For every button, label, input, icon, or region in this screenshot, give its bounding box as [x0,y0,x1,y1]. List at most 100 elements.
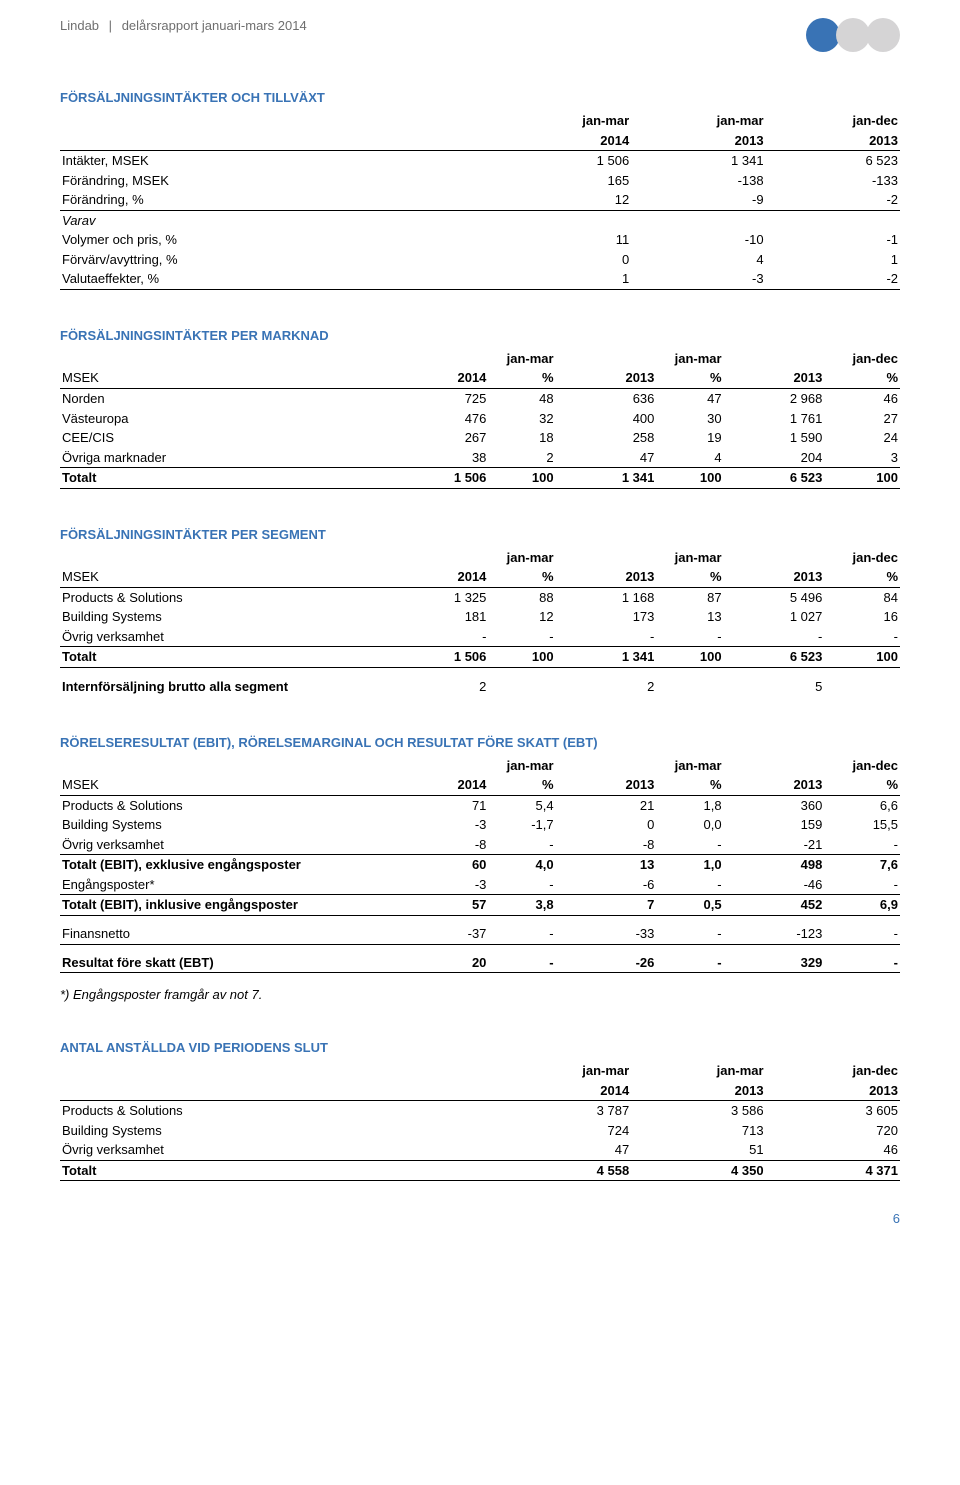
cell: -8 [396,835,488,855]
divider: | [109,18,112,33]
cell: 1 341 [556,647,657,668]
row-label: Building Systems [60,1121,497,1141]
col-header: jan-mar [396,349,556,369]
cell: 258 [556,428,657,448]
row-label: Building Systems [60,607,396,627]
col-header: 2014 [396,368,488,388]
cell: - [656,875,723,895]
cell: 57 [396,895,488,916]
cell: 1 506 [497,151,631,171]
row-label: Building Systems [60,815,396,835]
sales-market-table: jan-marjan-marjan-decMSEK2014%2013%2013%… [60,349,900,489]
cell: -1 [766,230,900,250]
page-header: Lindab | delårsrapport januari-mars 2014 [60,18,900,52]
cell: 20 [396,953,488,973]
cell: 48 [488,389,555,409]
col-header: jan-dec [724,349,900,369]
cell: 2 [556,668,657,697]
cell: 5,4 [488,795,555,815]
cell: 173 [556,607,657,627]
cell: 38 [396,448,488,468]
col-header: jan-mar [396,548,556,568]
cell: 0,5 [656,895,723,916]
cell: 3 787 [497,1101,631,1121]
cell: 3,8 [488,895,555,916]
col-header: 2013 [556,368,657,388]
row-label: Västeuropa [60,409,396,429]
cell: 7 [556,895,657,916]
cell: 6,9 [824,895,900,916]
row-label: MSEK [60,775,396,795]
col-header: % [656,775,723,795]
cell: 498 [724,855,825,875]
dot-icon [866,18,900,52]
cell: 47 [656,389,723,409]
cell: 165 [497,171,631,191]
cell: 24 [824,428,900,448]
cell: 30 [656,409,723,429]
cell: -133 [766,171,900,191]
col-header: 2013 [724,567,825,587]
cell: 5 496 [724,587,825,607]
row-label: MSEK [60,567,396,587]
row-label: Totalt [60,468,396,489]
row-label: Förändring, % [60,190,497,210]
cell: -9 [631,190,765,210]
col-header: 2014 [497,1081,631,1101]
col-header: 2013 [766,131,900,151]
cell: 1 506 [396,468,488,489]
report-title: delårsrapport januari-mars 2014 [122,18,307,33]
cell: 100 [488,468,555,489]
cell: 1 325 [396,587,488,607]
cell: 159 [724,815,825,835]
cell: 725 [396,389,488,409]
col-header: jan-dec [766,111,900,131]
row-label: Norden [60,389,396,409]
col-header: jan-dec [724,756,900,776]
row-label: Förvärv/avyttring, % [60,250,497,270]
col-header: 2014 [396,775,488,795]
cell: 46 [824,389,900,409]
row-label: Övrig verksamhet [60,835,396,855]
cell: 1 168 [556,587,657,607]
cell: - [824,835,900,855]
cell: 46 [766,1140,900,1160]
col-header: % [824,567,900,587]
cell: 2 968 [724,389,825,409]
col-header: % [824,368,900,388]
cell: 7,6 [824,855,900,875]
section-title: RÖRELSERESULTAT (EBIT), RÖRELSEMARGINAL … [60,735,900,750]
cell: 360 [724,795,825,815]
cell: 6 523 [766,151,900,171]
col-header: 2013 [556,567,657,587]
cell: - [824,953,900,973]
col-header: jan-mar [497,111,631,131]
row-label: Övriga marknader [60,448,396,468]
row-label: Volymer och pris, % [60,230,497,250]
cell: 1 761 [724,409,825,429]
row-label: Resultat före skatt (EBT) [60,953,396,973]
cell: - [724,627,825,647]
col-header: % [824,775,900,795]
col-header: 2013 [631,131,765,151]
sales-growth-table: jan-mar jan-mar jan-dec 2014 2013 2013 I… [60,111,900,290]
row-label: Valutaeffekter, % [60,269,497,289]
row-label: Totalt [60,647,396,668]
col-header: 2013 [556,775,657,795]
cell: 4 [631,250,765,270]
cell: 100 [824,468,900,489]
cell: 1 341 [556,468,657,489]
cell: -37 [396,924,488,944]
cell: -46 [724,875,825,895]
col-header: 2013 [766,1081,900,1101]
cell: 16 [824,607,900,627]
ebit-table: jan-marjan-marjan-decMSEK2014%2013%2013%… [60,756,900,973]
row-label: Intäkter, MSEK [60,151,497,171]
cell [824,668,900,697]
cell: - [824,924,900,944]
total-label: Totalt [60,1160,497,1181]
header-text: Lindab | delårsrapport januari-mars 2014 [60,18,307,33]
cell: 1 341 [631,151,765,171]
col-header: jan-mar [556,349,724,369]
cell: 1 027 [724,607,825,627]
